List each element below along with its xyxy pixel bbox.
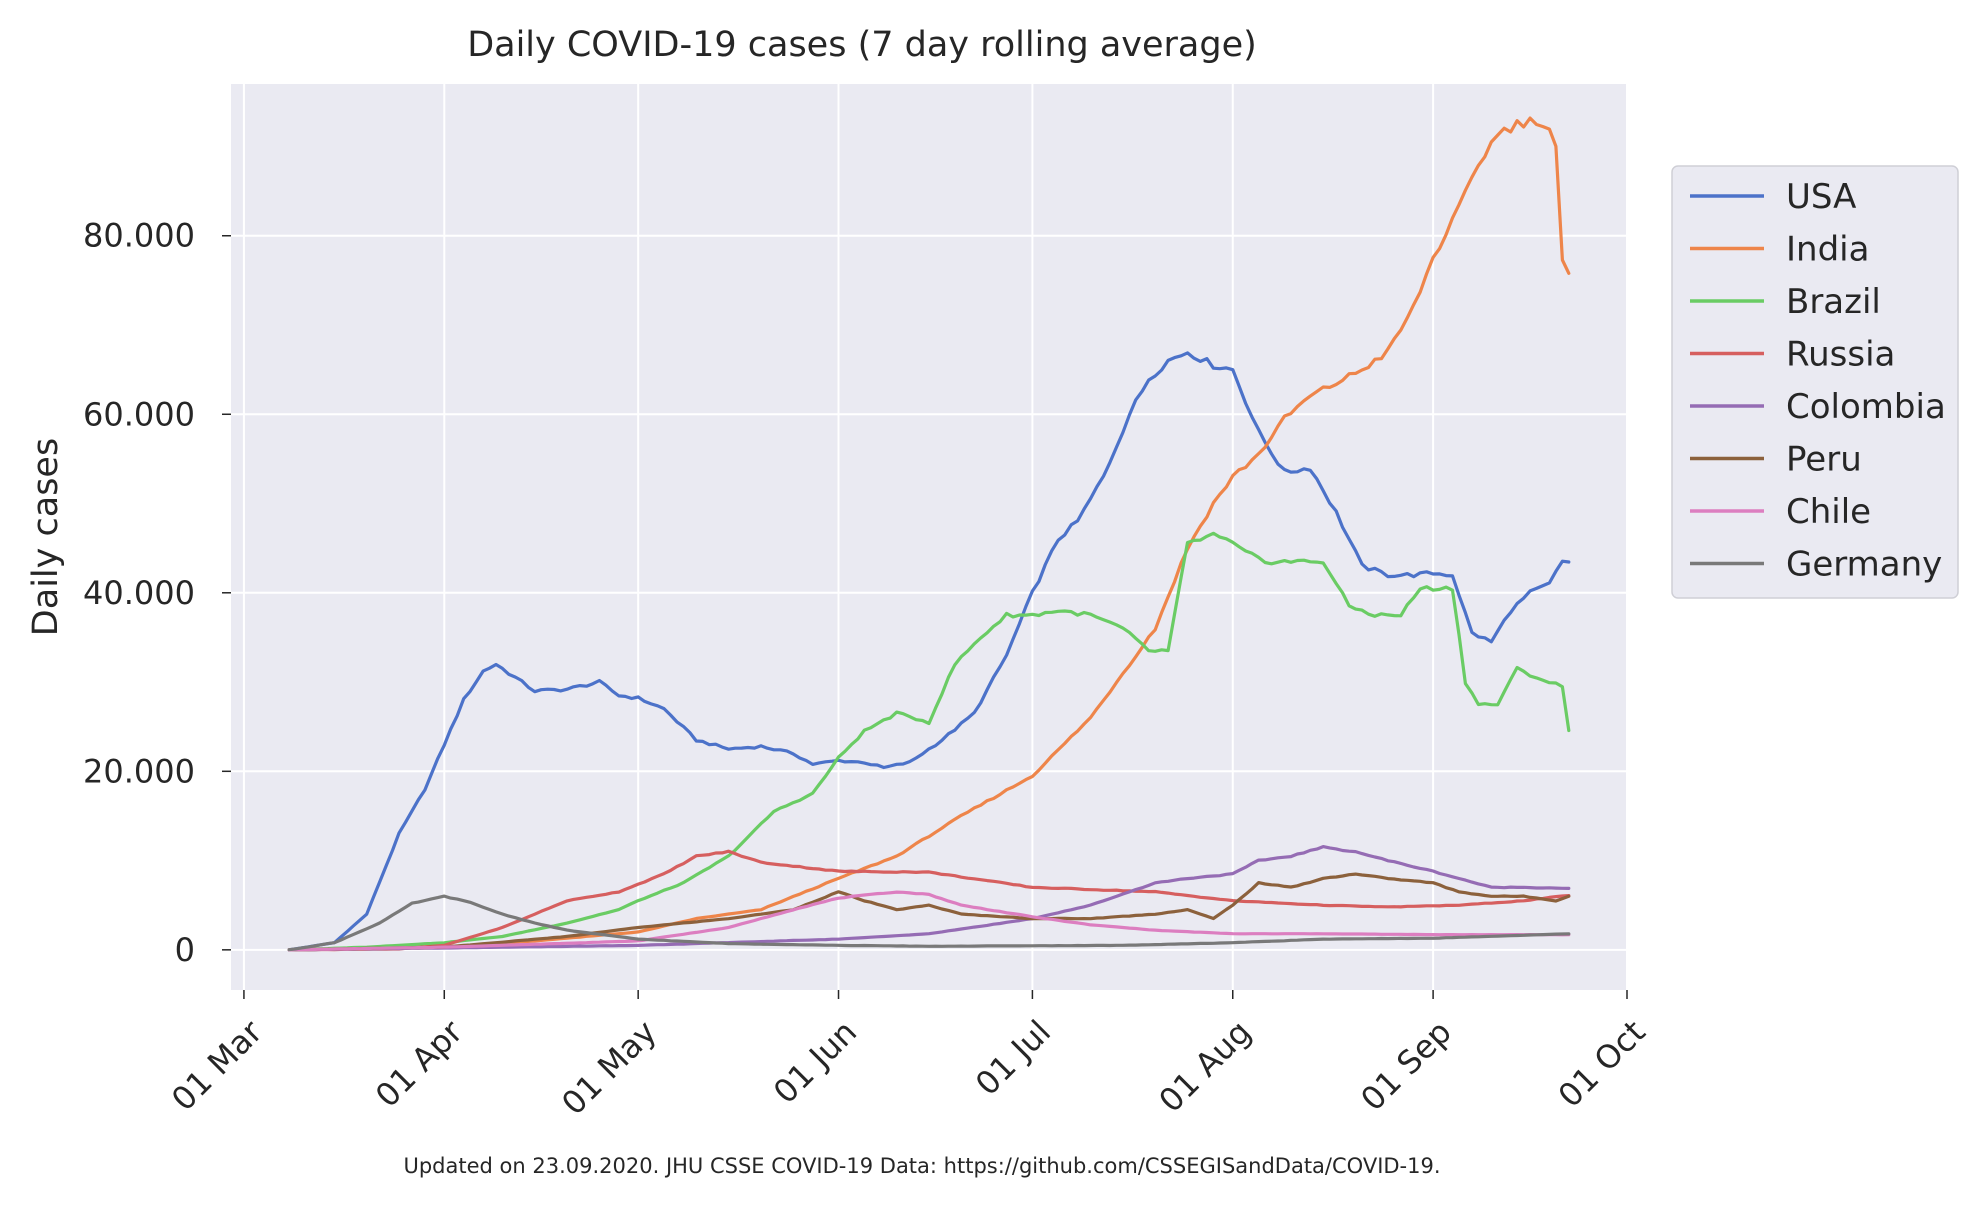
x-tick-label: 01 Mar [164,1012,270,1118]
series-layer [287,116,1571,952]
legend-label-brazil: Brazil [1786,282,1881,322]
y-tick-label: 80.000 [83,217,195,255]
legend-label-colombia: Colombia [1786,387,1946,427]
series-line-chile [287,890,1571,952]
x-tick-label: 01 Oct [1551,1013,1653,1115]
y-tick-label: 20.000 [83,752,195,790]
y-tick-label: 0 [175,931,195,969]
legend-label-chile: Chile [1786,492,1871,532]
x-tick-label: 01 Aug [1151,1013,1258,1120]
legend: USA India Brazil Russia Colombia Peru Chile Ger… [1671,165,1959,599]
x-tick-label: 01 Jul [968,1013,1058,1103]
y-tick-label: 60.000 [83,395,195,433]
series-line-peru [287,872,1571,952]
y-tick-label: 40.000 [83,574,195,612]
legend-label-india: India [1786,230,1869,270]
legend-entries: USA India Brazil Russia Colombia Peru Chile Ger… [1690,177,1946,585]
chart-title: Daily COVID-19 cases (7 day rolling aver… [467,25,1257,65]
x-tick-label: 01 May [554,1013,664,1123]
legend-label-usa: USA [1786,177,1856,217]
y-axis: 0 20.000 40.000 60.000 80.000 [83,217,231,969]
series-line-usa [287,351,1571,952]
x-axis: 01 Mar 01 Apr 01 May 01 Jun 01 Jul 01 Aug 01 S… [164,990,1653,1122]
x-tick-label: 01 Apr [368,1012,471,1115]
grid [231,84,1628,990]
series-line-germany [287,894,1571,952]
plot-area [231,84,1627,990]
series-line-colombia [287,845,1571,952]
legend-label-peru: Peru [1786,440,1862,480]
legend-label-russia: Russia [1786,335,1895,375]
x-tick-label: 01 Sep [1353,1013,1459,1119]
legend-box [1671,165,1959,599]
footer-note: Updated on 23.09.2020. JHU CSSE COVID-19… [403,1154,1440,1178]
series-line-russia [287,849,1571,952]
series-line-brazil [287,531,1571,952]
x-tick-label: 01 Jun [766,1013,864,1111]
y-axis-label: Daily cases [26,438,66,636]
legend-label-germany: Germany [1786,545,1942,585]
